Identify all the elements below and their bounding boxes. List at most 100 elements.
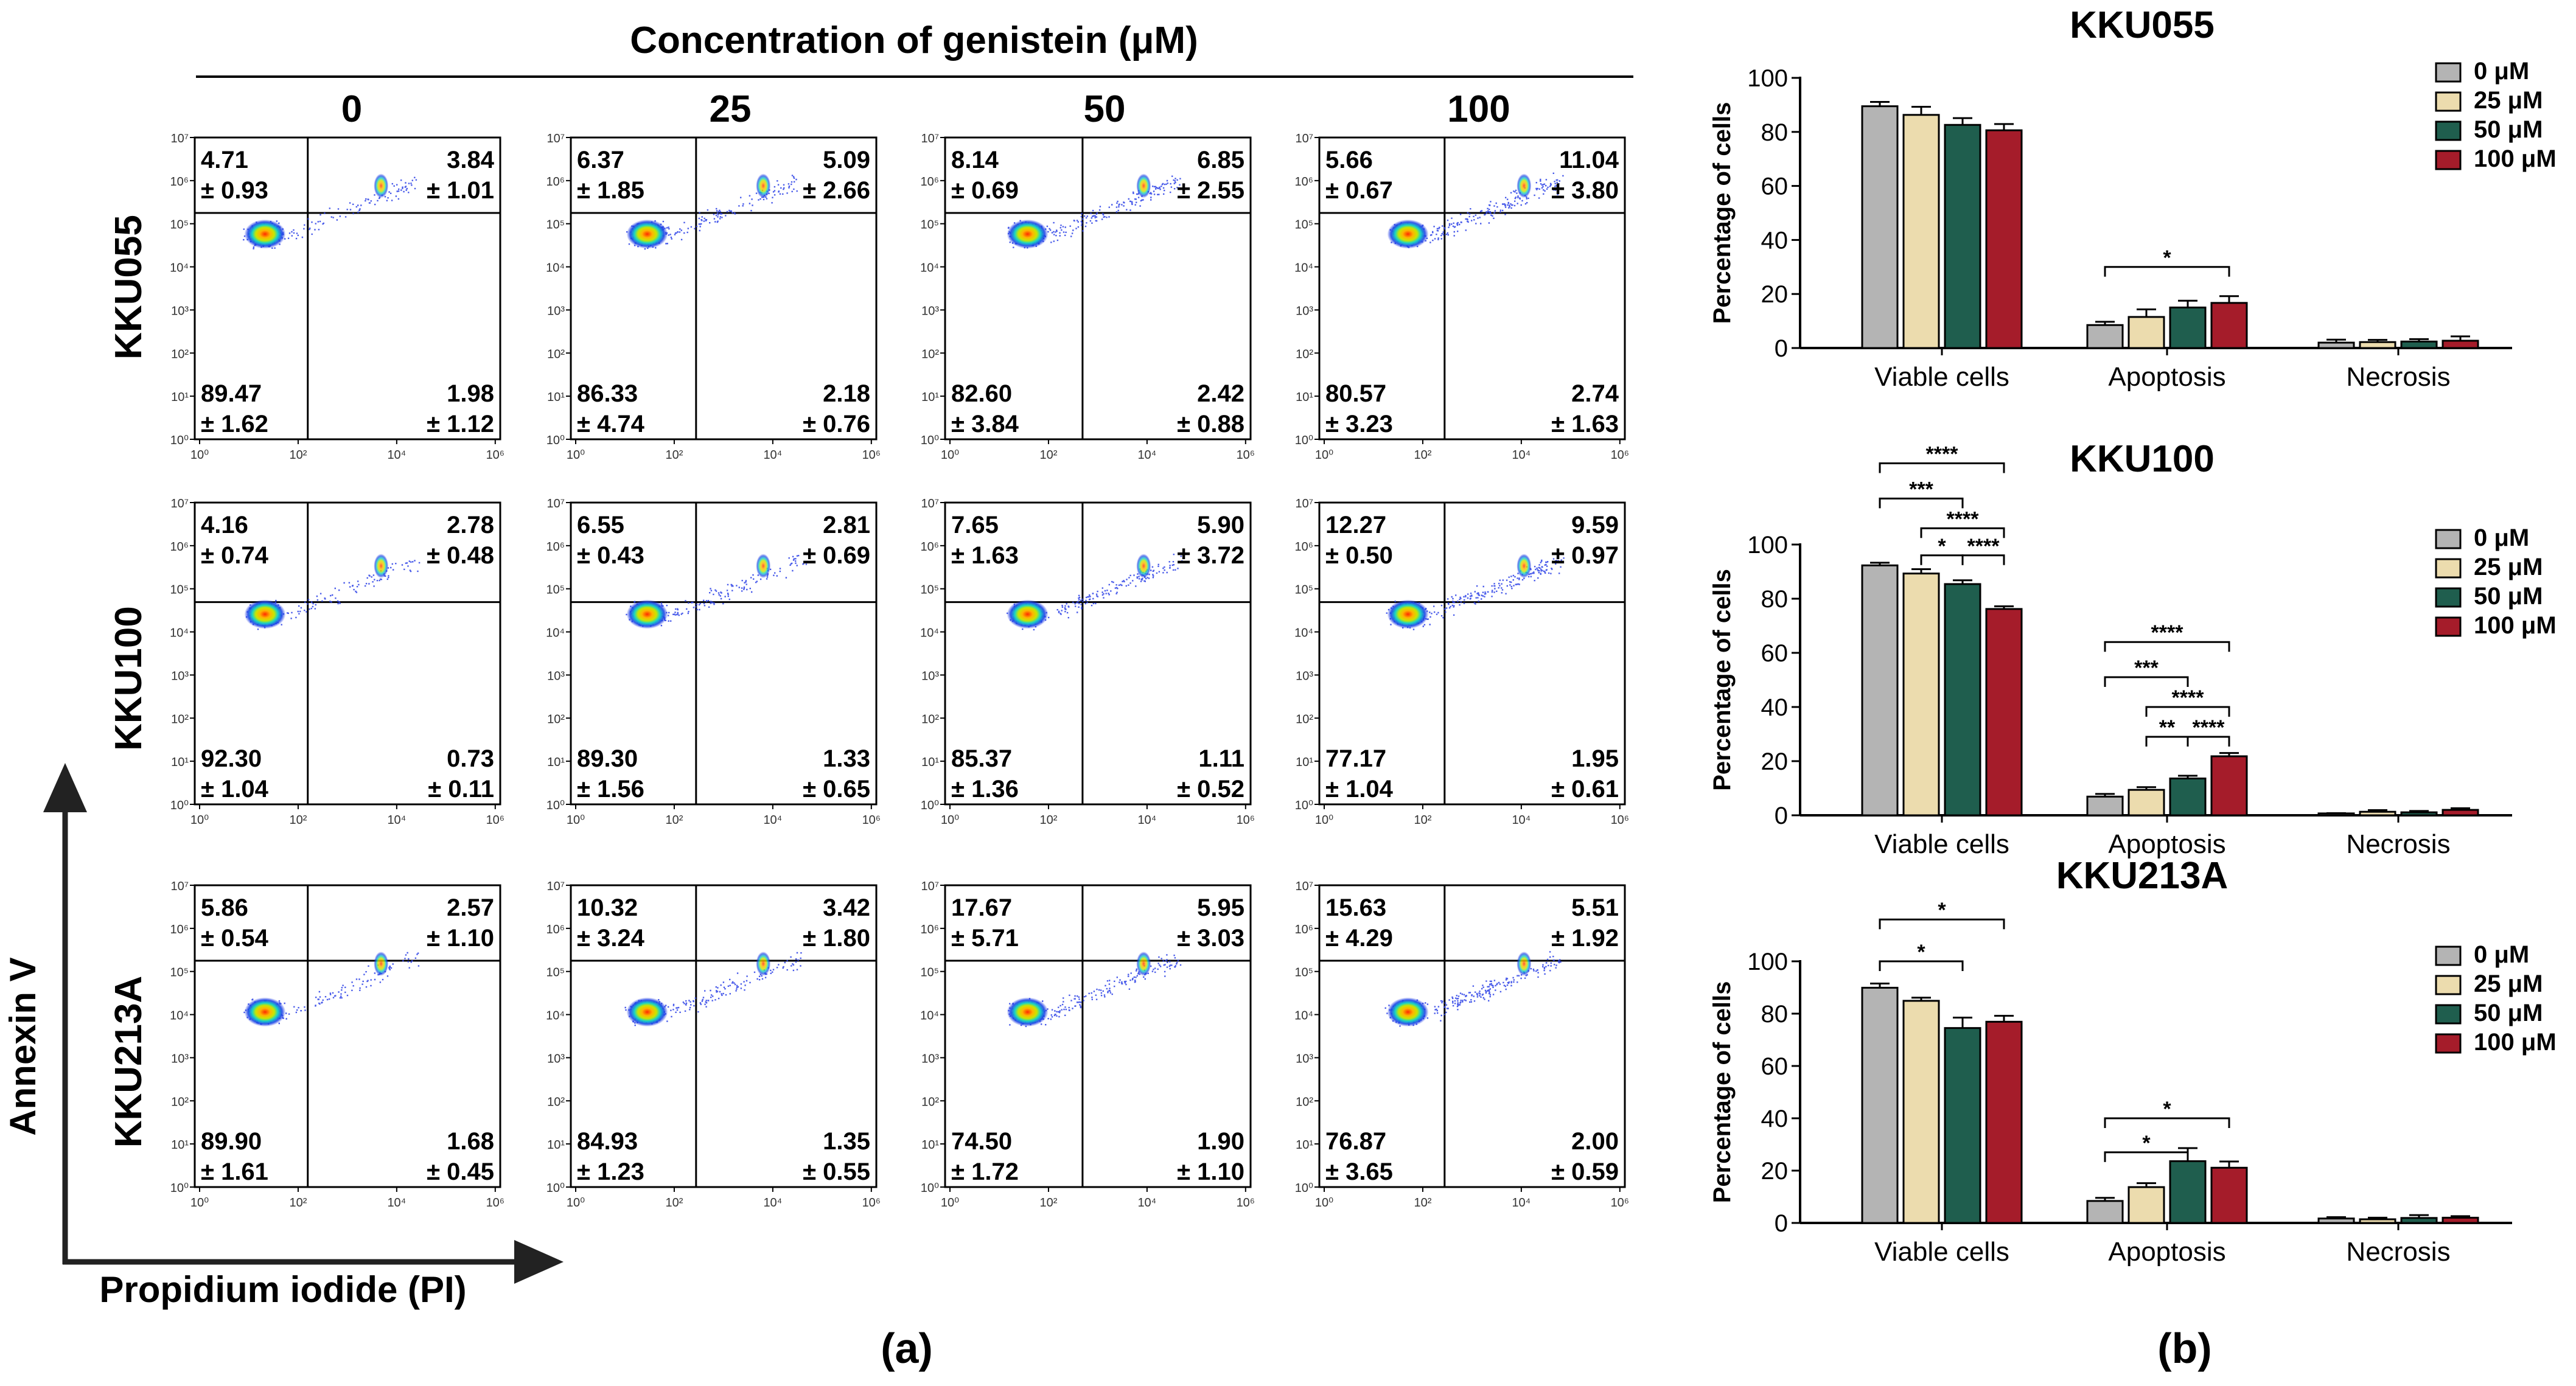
bar-0uM-2	[2317, 341, 2355, 349]
plot-frame	[570, 136, 878, 441]
y-tick-label: 10⁵	[546, 966, 565, 980]
quad-ll-sd: ± 1.72	[951, 1158, 1019, 1185]
quad-ur-value: 11.04	[1559, 147, 1619, 173]
y-tick-label: 10²	[547, 712, 565, 726]
bar-25uM-1	[2127, 316, 2165, 349]
scatter-dots	[626, 555, 808, 627]
quad-ur-value: 5.90	[1197, 512, 1244, 538]
y-tick-label: 10⁴	[546, 262, 565, 275]
quad-ur-sd: ± 3.72	[1177, 542, 1244, 569]
quad-ur-value: 6.85	[1197, 147, 1244, 173]
y-tick-label: 10⁴	[546, 1009, 565, 1023]
y-tick-label: 10⁷	[547, 132, 565, 145]
y-tick-label: 10⁰	[170, 1182, 189, 1195]
quad-ur-sd: ± 1.80	[803, 925, 870, 952]
quad-ur-sd: ± 1.01	[427, 177, 494, 204]
y-tick-label: 10⁵	[546, 583, 565, 597]
legend-label: 50 μM	[2474, 583, 2543, 610]
x-tick-label: 10²	[665, 813, 683, 827]
plot-frame	[194, 884, 501, 1188]
y-tick-label: 10⁶	[170, 175, 189, 189]
x-tick-label: 10⁶	[486, 448, 504, 462]
quad-lr-value: 1.33	[823, 745, 870, 772]
y-tick-label: 10⁷	[547, 880, 565, 893]
scatter-cloud	[244, 554, 421, 630]
legend-swatch	[2435, 1033, 2462, 1054]
legend-label: 50 μM	[2474, 1000, 2543, 1026]
category-label: Apoptosis	[2108, 1237, 2225, 1267]
y-tick-label: 10⁶	[170, 540, 189, 554]
y-tick-label: 10²	[921, 1095, 939, 1109]
density-core	[244, 997, 286, 1027]
row-label-kku100: KKU100	[108, 606, 150, 751]
quad-ur-sd: ± 0.48	[427, 542, 494, 569]
density-secondary	[756, 951, 771, 976]
significance-label: ****	[2193, 716, 2225, 739]
legend-swatch	[2435, 529, 2462, 549]
y-tick-label: 10³	[1296, 1052, 1313, 1065]
y-tick-label: 10⁷	[921, 880, 939, 893]
y-tick-label: 10⁷	[547, 497, 565, 510]
x-tick-label: 10⁰	[567, 1196, 585, 1210]
plot-frame	[570, 501, 878, 806]
flow-plot-1-2: 10⁰ 10¹ 10² 10³ 10⁴ 10⁵ 10⁶ 10⁷ 10⁰ 10² 10⁴ 10⁶ 7.65…	[920, 497, 1255, 827]
chart-title: KKU055	[2070, 4, 2215, 46]
y-tick-label: 20	[1761, 1158, 1789, 1185]
y-tick-label: 10¹	[1296, 756, 1313, 769]
plot-frame	[194, 136, 501, 441]
quad-ul-sd: ± 1.63	[951, 542, 1019, 569]
y-tick-label: 10⁵	[1294, 966, 1313, 980]
y-tick-label: 10⁴	[170, 627, 189, 640]
density-secondary	[1517, 554, 1532, 579]
quad-lr-sd: ± 0.61	[1551, 776, 1619, 803]
y-tick-label: 10⁰	[921, 434, 939, 447]
bar-100uM-1	[2210, 755, 2248, 817]
quad-ul-value: 15.63	[1325, 894, 1386, 921]
density-core	[626, 599, 668, 629]
scatter-cloud	[1386, 553, 1565, 630]
quad-ll-value: 84.93	[577, 1128, 638, 1155]
x-tick-label: 10⁴	[1137, 813, 1156, 827]
y-tick-label: 10⁴	[920, 1009, 939, 1023]
y-tick-label: 60	[1761, 1053, 1789, 1080]
x-tick-label: 10²	[1414, 448, 1431, 462]
bar-100uM-1	[2210, 1166, 2248, 1224]
col-label-0: 0	[341, 88, 362, 130]
x-tick-label: 10⁴	[387, 448, 406, 462]
y-tick-label: 10⁴	[920, 627, 939, 640]
col-label-50: 50	[1084, 88, 1126, 130]
density-core	[626, 997, 668, 1027]
bar-50uM-0	[1944, 583, 1981, 817]
x-tick-label: 10⁶	[1237, 813, 1255, 827]
y-tick-label: 10⁷	[1296, 497, 1313, 510]
category-label: Apoptosis	[2108, 829, 2225, 859]
quad-ul-sd: ± 0.50	[1325, 542, 1393, 569]
legend-label: 0 μM	[2474, 941, 2529, 968]
quad-ul-value: 5.66	[1325, 147, 1373, 173]
quad-ll-value: 80.57	[1325, 380, 1386, 407]
x-tick-label: 10⁰	[941, 1196, 959, 1210]
plot-frame	[944, 501, 1252, 806]
bar-50uM-2	[2400, 811, 2438, 817]
quad-lr-sd: ± 0.76	[803, 411, 870, 437]
plot-frame	[1318, 501, 1626, 806]
y-tick-label: 10⁴	[1294, 627, 1313, 640]
quad-lr-sd: ± 0.55	[803, 1158, 870, 1185]
y-tick-label: 10¹	[1296, 1138, 1313, 1152]
x-tick-label: 10²	[1039, 448, 1057, 462]
y-tick-label: 10⁶	[546, 923, 565, 936]
quad-ll-value: 77.17	[1325, 745, 1386, 772]
significance-label: ****	[1947, 507, 1980, 531]
x-tick-label: 10⁶	[1611, 813, 1629, 827]
x-tick-label: 10⁰	[190, 448, 209, 462]
quad-ur-value: 3.84	[447, 147, 495, 173]
quad-lr-sd: ± 0.65	[803, 776, 870, 803]
legend-swatch	[2435, 1004, 2462, 1025]
density-secondary	[1517, 173, 1532, 198]
y-tick-label: 10²	[547, 1095, 565, 1109]
x-tick-label: 10⁶	[862, 448, 881, 462]
y-tick-label: 10¹	[547, 391, 565, 404]
quad-ll-value: 82.60	[951, 380, 1012, 407]
quad-ur-value: 5.09	[823, 147, 870, 173]
x-tick-label: 10⁶	[1237, 1196, 1255, 1210]
